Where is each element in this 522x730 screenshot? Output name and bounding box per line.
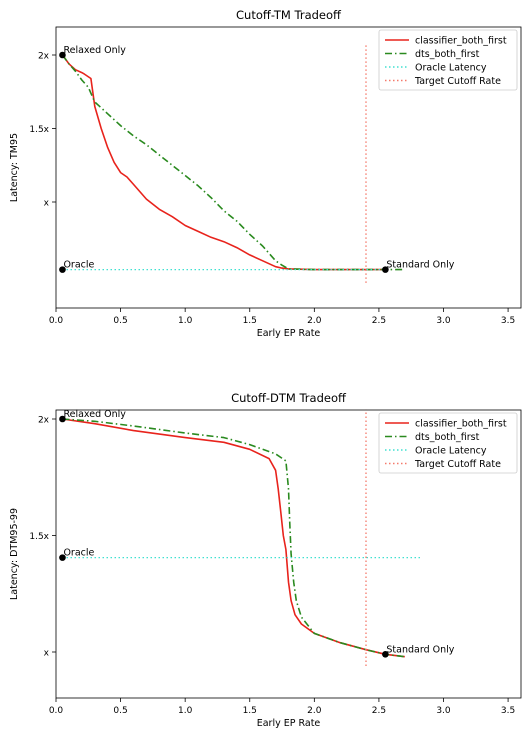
point-label-1: Relaxed Only [63,45,126,56]
point-marker-3 [382,266,389,273]
point-marker-2 [59,554,66,561]
legend-box [378,412,518,474]
plot-frame [55,409,522,699]
x-tick-label: 0.5 [113,316,127,326]
x-tick-label: 1.5 [243,316,257,326]
series-line-2 [61,54,403,271]
series-line-1 [62,418,405,658]
x-tick-label: 1.0 [178,706,193,716]
x-tick-label: 2.5 [372,706,386,716]
chart-title: Cutoff-TM Tradeoff [236,8,342,22]
legend-label-2: dts_both_first [415,432,480,443]
x-tick-label: 3.0 [436,706,451,716]
legend-label-4: Target Cutoff Rate [414,459,501,470]
point-label-3: Standard Only [386,644,454,655]
y-axis-label: Latency: DTM95-99 [9,508,20,600]
y-axis-label: Latency: TM95 [9,133,20,202]
point-marker-1 [59,415,66,423]
x-axis-label: Early EP Rate [257,718,321,729]
x-tick-label: 2.0 [307,316,322,326]
y-tick-label: 1.5x [29,125,49,135]
point-label-3: Standard Only [386,260,454,271]
x-tick-label: 2.5 [372,316,386,326]
legend-label-3: Oracle Latency [415,63,487,74]
legend: classifier_both_first dts_both_first Oracl… [378,29,518,91]
x-tick-label: 0.0 [49,706,64,716]
series-line-1 [61,54,386,271]
y-tick-label: x [44,649,50,659]
chart-title: Cutoff-DTM Tradeoff [231,391,347,405]
x-tick-label: 0.0 [49,316,64,326]
x-tick-label: 1.5 [243,706,257,716]
x-tick-label: 0.5 [113,706,127,716]
y-tick-label: x [44,199,50,209]
legend-label-1: classifier_both_first [415,419,507,430]
legend-label-2: dts_both_first [415,49,480,60]
legend-box [378,29,518,91]
legend-label-4: Target Cutoff Rate [414,76,501,87]
point-label-2: Oracle [63,548,94,559]
point-label-2: Oracle [63,260,94,271]
x-axis-label: Early EP Rate [257,328,321,339]
y-tick-label: 2x [38,416,50,426]
chart-1: Cutoff-TM Tradeoff Relaxed Only Oracle Stan… [9,8,522,339]
chart-2: Cutoff-DTM Tradeoff Relaxed Only Oracle Sta… [9,391,522,729]
legend: classifier_both_first dts_both_first Oracl… [378,412,518,474]
plot-frame [55,26,522,309]
point-label-1: Relaxed Only [63,409,126,420]
x-tick-label: 3.0 [436,316,451,326]
point-marker-1 [59,51,66,59]
point-marker-2 [59,266,66,273]
x-tick-label: 2.0 [307,706,322,716]
y-tick-label: 2x [38,52,50,62]
series-line-2 [62,418,405,658]
x-tick-label: 3.5 [501,316,515,326]
y-tick-label: 1.5x [29,532,49,542]
x-tick-label: 3.5 [501,706,515,716]
point-marker-3 [382,651,389,658]
x-tick-label: 1.0 [178,316,193,326]
legend-label-3: Oracle Latency [415,446,487,457]
legend-label-1: classifier_both_first [415,36,507,47]
